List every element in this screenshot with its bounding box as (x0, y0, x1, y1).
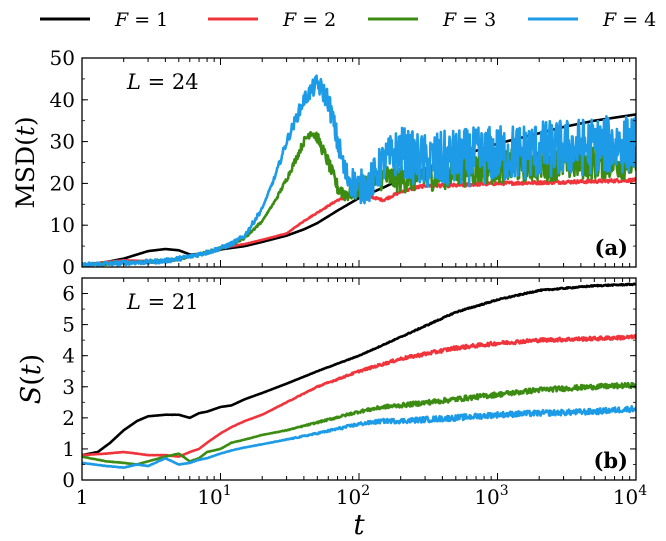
y-tick-label: 5 (62, 313, 75, 337)
y-axis-label: S(t) (16, 354, 47, 404)
series-line-3 (82, 381, 636, 466)
y-tick-label: 2 (62, 406, 75, 430)
y-tick-label: 3 (62, 375, 75, 399)
y-tick-label: 4 (62, 344, 75, 368)
y-tick-label: 30 (50, 130, 75, 154)
system-size-annotation: L = 24 (126, 70, 199, 94)
system-size-annotation: L = 21 (126, 290, 199, 314)
x-tick-exponent: 1 (223, 483, 232, 499)
y-tick-label: 10 (50, 213, 75, 237)
series-line-4 (82, 405, 636, 470)
x-tick-label: 102 (336, 483, 370, 509)
legend-label: F = 3 (442, 9, 496, 31)
y-tick-label: 20 (50, 171, 75, 195)
x-tick-exponent: 4 (638, 483, 647, 499)
y-axis-label: MSD(t) (11, 116, 40, 208)
legend-label: F = 4 (602, 9, 656, 31)
legend-label: F = 1 (114, 9, 168, 31)
y-tick-label: 40 (50, 88, 75, 112)
x-axis-label: t (353, 508, 365, 541)
y-tick-label: 0 (62, 255, 75, 279)
panel-label: (a) (595, 235, 628, 260)
x-tick-label: 101 (197, 483, 231, 509)
legend: F = 1 F = 2 F = 3 F = 4 (40, 9, 656, 31)
series-line-4 (82, 74, 636, 267)
y-tick-label: 50 (50, 46, 75, 70)
x-tick-label: 1 (76, 485, 89, 509)
panel-a: 0 10 20 30 40 50 MSD(t) L = 24 (a) (11, 46, 637, 279)
x-tick-exponent: 3 (500, 483, 509, 499)
series-line-1 (82, 282, 636, 457)
y-tick-label: 1 (62, 437, 75, 461)
panel-label: (b) (593, 448, 628, 473)
x-tick-label: 103 (474, 483, 508, 509)
y-tick-label: 6 (62, 282, 75, 306)
legend-label: F = 2 (282, 9, 336, 31)
y-tick-label: 0 (62, 468, 75, 492)
x-tick-label: 104 (613, 483, 647, 509)
x-tick-exponent: 2 (361, 483, 370, 499)
series-line-2 (82, 333, 636, 458)
